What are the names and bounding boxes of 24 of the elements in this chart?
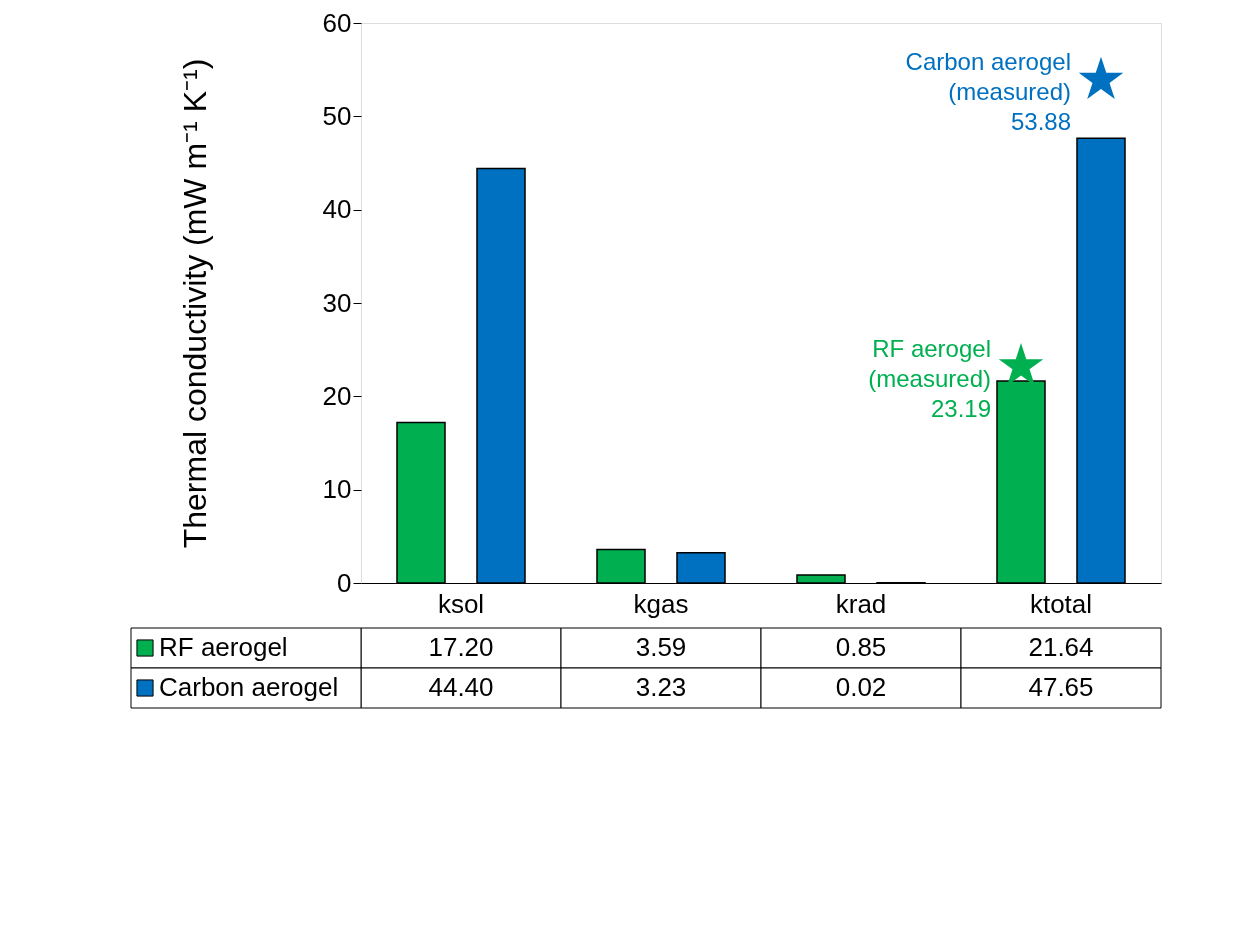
y-tick-label: 10 (322, 474, 352, 505)
data-label: 0.02 (835, 672, 887, 702)
annotation: Carbon aerogel (measured) 53.88 (905, 48, 1071, 136)
y-tick-label: 0 (337, 567, 352, 598)
x-tick-label: krad (835, 588, 887, 619)
data-label: 21.64 (1028, 632, 1094, 662)
y-tick-label: 50 (322, 100, 352, 131)
y-axis-title: Thermal conductivity (mW m⁻¹ K⁻¹) (176, 58, 213, 549)
data-label: 0.85 (835, 632, 887, 662)
data-label: 44.40 (428, 672, 494, 702)
y-tick-label: 60 (322, 7, 352, 38)
y-tick-label: 40 (322, 194, 352, 225)
x-tick-label: ksol (437, 588, 485, 619)
legend-label: Carbon aerogel (159, 672, 339, 702)
y-tick-label: 30 (322, 287, 352, 318)
y-tick-label: 20 (322, 380, 352, 411)
x-tick-label: ktotal (1029, 588, 1093, 619)
data-label: 3.59 (635, 632, 687, 662)
x-tick-label: kgas (633, 588, 689, 619)
annotation: RF aerogel (measured) 23.19 (868, 334, 991, 422)
data-label: 3.23 (635, 672, 687, 702)
data-label: 17.20 (428, 632, 494, 662)
legend-label: RF aerogel (159, 632, 288, 662)
data-label: 47.65 (1028, 672, 1094, 702)
